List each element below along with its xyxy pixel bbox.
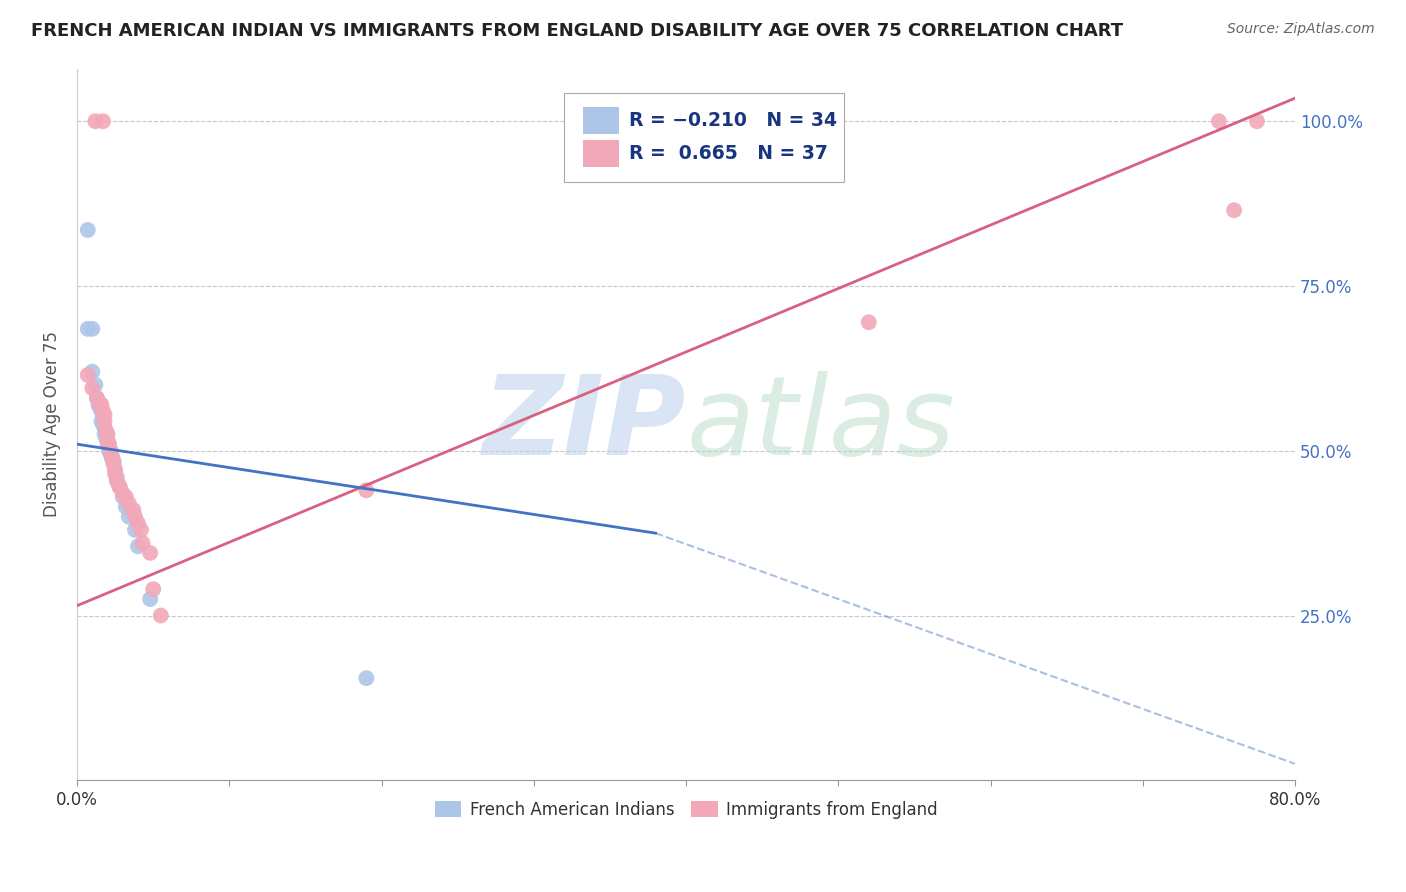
- Point: [105, 470, 128, 484]
- Point: [129, 523, 152, 537]
- Point: [93, 414, 115, 428]
- Point: [93, 408, 115, 422]
- Point: [90, 404, 112, 418]
- Point: [76, 368, 98, 382]
- Point: [105, 474, 128, 488]
- FancyBboxPatch shape: [564, 94, 845, 182]
- Point: [107, 476, 129, 491]
- Point: [118, 509, 141, 524]
- Point: [104, 464, 127, 478]
- Point: [84, 114, 107, 128]
- Point: [100, 443, 122, 458]
- Point: [100, 447, 122, 461]
- Point: [114, 490, 136, 504]
- Point: [111, 486, 134, 500]
- Point: [114, 500, 136, 514]
- Point: [101, 450, 124, 465]
- Point: [104, 467, 127, 481]
- Point: [94, 424, 117, 438]
- Legend: French American Indians, Immigrants from England: French American Indians, Immigrants from…: [427, 794, 945, 825]
- Point: [356, 483, 378, 498]
- Point: [103, 457, 125, 471]
- Point: [122, 503, 145, 517]
- Point: [124, 509, 146, 524]
- Point: [98, 437, 121, 451]
- Text: atlas: atlas: [686, 371, 955, 478]
- Point: [1208, 114, 1230, 128]
- Point: [96, 427, 118, 442]
- Point: [127, 539, 149, 553]
- Point: [87, 398, 110, 412]
- Point: [111, 490, 134, 504]
- Point: [91, 114, 114, 128]
- Point: [101, 450, 124, 465]
- Point: [90, 398, 112, 412]
- Point: [96, 434, 118, 448]
- Point: [96, 434, 118, 448]
- Point: [89, 401, 111, 415]
- Point: [108, 480, 131, 494]
- Point: [91, 404, 114, 418]
- Point: [103, 453, 125, 467]
- Text: Source: ZipAtlas.com: Source: ZipAtlas.com: [1227, 22, 1375, 37]
- Point: [127, 516, 149, 531]
- Point: [82, 365, 104, 379]
- Point: [139, 546, 162, 560]
- Point: [149, 608, 172, 623]
- Point: [82, 322, 104, 336]
- Point: [108, 480, 131, 494]
- Point: [104, 464, 127, 478]
- Point: [93, 427, 115, 442]
- Point: [131, 536, 153, 550]
- Point: [86, 391, 108, 405]
- Point: [84, 377, 107, 392]
- Point: [100, 443, 122, 458]
- Point: [103, 457, 125, 471]
- Point: [91, 417, 114, 432]
- Point: [98, 441, 121, 455]
- Point: [139, 592, 162, 607]
- Point: [858, 315, 880, 329]
- Text: FRENCH AMERICAN INDIAN VS IMMIGRANTS FROM ENGLAND DISABILITY AGE OVER 75 CORRELA: FRENCH AMERICAN INDIAN VS IMMIGRANTS FRO…: [31, 22, 1123, 40]
- Text: R = −0.210   N = 34: R = −0.210 N = 34: [628, 111, 837, 130]
- Text: ZIP: ZIP: [482, 371, 686, 478]
- Point: [1246, 114, 1268, 128]
- Point: [98, 443, 121, 458]
- Text: R =  0.665   N = 37: R = 0.665 N = 37: [628, 145, 828, 163]
- Point: [1223, 203, 1246, 218]
- Point: [90, 414, 112, 428]
- Point: [142, 582, 165, 597]
- Point: [76, 223, 98, 237]
- Point: [124, 523, 146, 537]
- Point: [89, 398, 111, 412]
- Point: [86, 391, 108, 405]
- Point: [94, 431, 117, 445]
- FancyBboxPatch shape: [582, 140, 619, 168]
- FancyBboxPatch shape: [582, 107, 619, 134]
- Point: [76, 322, 98, 336]
- Point: [93, 420, 115, 434]
- Y-axis label: Disability Age Over 75: Disability Age Over 75: [44, 332, 60, 517]
- Point: [82, 381, 104, 395]
- Point: [356, 671, 378, 685]
- Point: [118, 496, 141, 510]
- Point: [96, 437, 118, 451]
- Point: [101, 451, 124, 466]
